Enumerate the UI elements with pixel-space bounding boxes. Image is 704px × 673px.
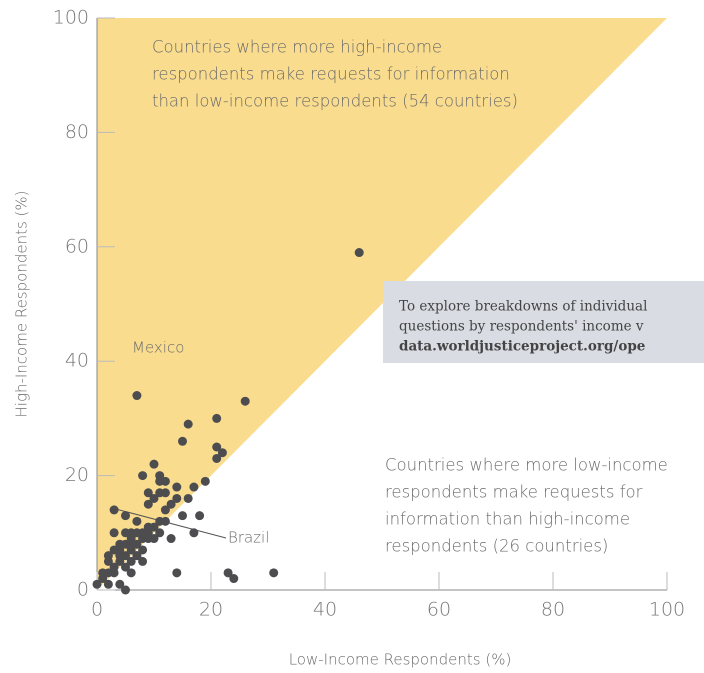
point xyxy=(121,562,130,572)
y-tick-label: 80 xyxy=(65,121,89,143)
point xyxy=(103,579,113,589)
point xyxy=(109,528,119,538)
point xyxy=(155,516,165,526)
point xyxy=(195,511,205,521)
lower-note: respondents (26 countries) xyxy=(385,537,608,556)
point xyxy=(115,545,125,555)
point xyxy=(126,539,136,549)
x-axis-label: Low-Income Respondents (%) xyxy=(289,651,512,669)
lower-note: information than high-income xyxy=(385,510,630,529)
x-tick-label: 60 xyxy=(427,599,451,621)
point xyxy=(121,528,130,538)
point xyxy=(172,482,182,492)
point xyxy=(183,419,193,429)
upper-region xyxy=(97,18,667,590)
x-tick-label: 20 xyxy=(199,599,223,621)
point xyxy=(103,556,113,566)
point xyxy=(149,534,159,544)
info-text: data.worldjusticeproject.org/ope xyxy=(399,339,645,355)
point xyxy=(223,568,233,578)
lower-note: respondents make requests for xyxy=(385,483,643,502)
point xyxy=(126,556,136,566)
point xyxy=(155,528,165,538)
point xyxy=(138,545,148,555)
point-label: Brazil xyxy=(228,529,269,547)
point xyxy=(269,568,279,578)
point xyxy=(138,528,148,538)
point xyxy=(212,413,222,423)
point xyxy=(115,579,125,589)
lower-note: Countries where more low-income xyxy=(385,456,668,475)
y-tick-label: 40 xyxy=(65,350,89,372)
point xyxy=(200,476,210,486)
point-label: Mexico xyxy=(132,339,184,357)
point xyxy=(98,568,108,578)
x-tick-label: 80 xyxy=(541,599,565,621)
point xyxy=(240,396,250,406)
x-tick-label: 100 xyxy=(649,599,685,621)
point xyxy=(121,585,130,595)
upper-note: than low-income respondents (54 countrie… xyxy=(152,92,518,111)
point xyxy=(354,248,364,258)
y-tick-label: 20 xyxy=(65,464,89,486)
point xyxy=(109,505,119,515)
point xyxy=(160,505,170,515)
point xyxy=(172,568,182,578)
point xyxy=(189,528,199,538)
point xyxy=(189,482,199,492)
point xyxy=(166,499,176,509)
point xyxy=(109,568,119,578)
point xyxy=(138,471,148,481)
point xyxy=(138,556,148,566)
point xyxy=(121,511,130,521)
info-text: questions by respondents' income v xyxy=(399,319,644,335)
point xyxy=(149,493,159,503)
point xyxy=(126,568,136,578)
point xyxy=(143,522,153,532)
point xyxy=(160,488,170,498)
point xyxy=(143,499,153,509)
point xyxy=(178,436,187,446)
x-tick-label: 0 xyxy=(91,599,103,621)
point xyxy=(149,459,159,469)
point xyxy=(178,511,187,521)
point xyxy=(132,551,142,561)
point xyxy=(166,534,176,544)
y-tick-label: 100 xyxy=(53,7,89,29)
point xyxy=(132,391,142,401)
point xyxy=(155,476,165,486)
point xyxy=(212,442,222,452)
y-axis-label: High-Income Respondents (%) xyxy=(13,190,31,417)
y-tick-label: 0 xyxy=(77,579,89,601)
point xyxy=(172,493,182,503)
info-text: To explore breakdowns of individual xyxy=(399,299,647,315)
upper-note: respondents make requests for informatio… xyxy=(152,65,510,84)
point xyxy=(217,448,227,458)
point xyxy=(132,516,142,526)
info-box xyxy=(383,281,704,363)
point xyxy=(212,453,222,463)
point xyxy=(143,488,153,498)
x-tick-label: 40 xyxy=(313,599,337,621)
point xyxy=(92,579,102,589)
point xyxy=(229,574,239,584)
point xyxy=(183,493,193,503)
upper-note: Countries where more high-income xyxy=(152,38,442,57)
y-tick-label: 60 xyxy=(65,235,89,257)
